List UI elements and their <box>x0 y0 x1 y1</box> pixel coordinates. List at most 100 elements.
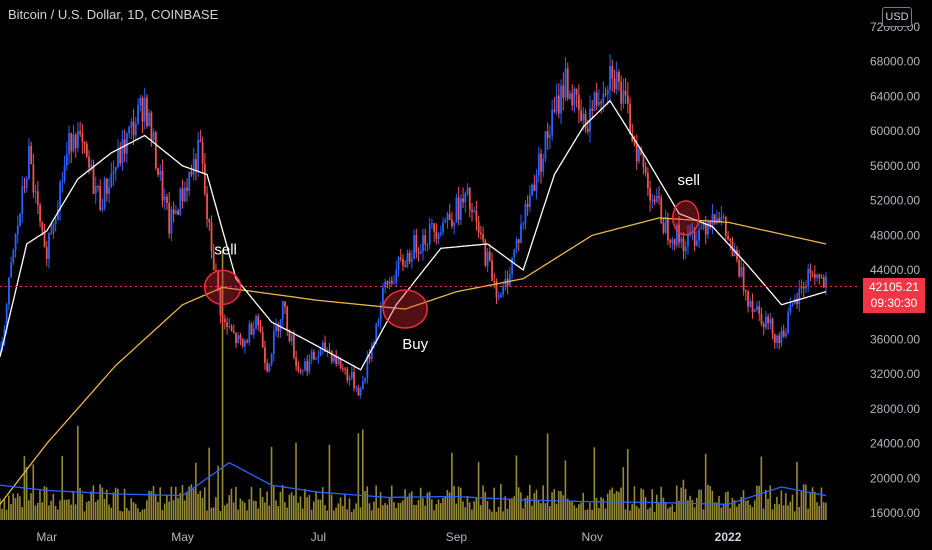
currency-button[interactable]: USD <box>882 7 912 27</box>
candle-up <box>21 186 24 214</box>
candle-down <box>208 219 211 223</box>
volume-bar <box>484 491 487 520</box>
volume-bar <box>14 498 17 520</box>
candle-down <box>297 365 300 371</box>
volume-bar <box>319 499 322 520</box>
volume-bar <box>117 488 119 520</box>
candle-down <box>631 134 634 142</box>
volume-bar <box>110 507 113 520</box>
candle-up <box>139 97 142 106</box>
candle-down <box>729 239 732 242</box>
y-tick-label: 32000.00 <box>870 367 920 381</box>
candle-up <box>426 244 429 246</box>
volume-bar <box>660 486 662 520</box>
candle-down <box>633 141 636 145</box>
candle-down <box>43 230 46 247</box>
volume-bar <box>642 489 645 520</box>
volume-bar <box>486 500 489 520</box>
volume-bar <box>448 492 451 520</box>
candle-up <box>128 127 131 134</box>
candle-up <box>508 274 511 286</box>
x-tick-label: Nov <box>582 530 603 544</box>
volume-bar <box>130 498 133 520</box>
volume-bar <box>36 502 39 520</box>
candle-up <box>101 207 104 210</box>
candle-down <box>495 281 498 298</box>
volume-bar <box>713 502 716 520</box>
candle-up <box>377 320 380 324</box>
y-tick-label: 48000.00 <box>870 228 920 242</box>
volume-bar <box>379 492 382 520</box>
volume-bar <box>749 504 752 520</box>
volume-bar <box>341 505 344 520</box>
candle-up <box>798 288 801 305</box>
volume-bar <box>598 507 600 520</box>
candle-up <box>77 131 79 149</box>
candle-up <box>753 309 756 313</box>
volume-bar <box>8 495 10 520</box>
volume-bar <box>820 487 823 520</box>
candle-up <box>439 232 442 235</box>
volume-bar <box>595 497 598 520</box>
volume-bar <box>183 500 186 520</box>
candle-up <box>698 229 700 241</box>
candle-up <box>179 188 182 215</box>
volume-bar <box>141 509 144 520</box>
volume-bar <box>261 496 264 520</box>
candle-down <box>709 221 712 228</box>
candle-down <box>399 257 402 260</box>
volume-bar <box>586 509 589 520</box>
volume-bar <box>163 503 166 520</box>
volume-bar <box>606 493 609 520</box>
volume-bar <box>408 493 411 520</box>
volume-bar <box>45 487 48 520</box>
volume-bar <box>99 484 101 520</box>
candle-down <box>212 251 215 271</box>
volume-bar <box>290 492 293 520</box>
volume-bar <box>272 485 275 520</box>
candle-up <box>651 199 654 201</box>
volume-bar <box>780 490 783 520</box>
candle-down <box>484 240 487 266</box>
volume-bar <box>764 489 767 520</box>
volume-bar <box>700 489 703 520</box>
candle-down <box>673 239 676 246</box>
volume-bar <box>166 495 168 520</box>
volume-bar <box>250 486 253 520</box>
candle-down <box>266 362 269 372</box>
candle-up <box>564 68 567 98</box>
volume-bar <box>297 502 300 520</box>
volume-bar <box>226 503 228 520</box>
candle-up <box>61 180 64 183</box>
volume-bar <box>515 455 518 520</box>
time-axis: Mar May Jul Sep Nov 2022 <box>36 530 741 544</box>
candle-up <box>143 97 146 122</box>
volume-bar <box>555 503 558 520</box>
volume-bar <box>5 509 8 520</box>
candle-down <box>653 199 656 202</box>
candle-down <box>809 268 812 274</box>
volume-bar <box>277 506 280 520</box>
candle-down <box>604 93 607 95</box>
volume-bar <box>773 503 776 520</box>
annotation-circle <box>203 269 242 306</box>
candle-up <box>406 252 409 267</box>
volume-bar <box>813 491 816 520</box>
candle-up <box>464 193 467 203</box>
candle-down <box>415 235 418 253</box>
volume-bar <box>72 491 75 520</box>
volume-bar <box>417 499 420 520</box>
volume-bar <box>546 433 549 520</box>
candle-up <box>684 246 687 252</box>
volume-bar <box>504 496 507 520</box>
volume-bar <box>531 505 533 520</box>
candle-up <box>228 326 231 328</box>
volume-bar <box>731 497 734 520</box>
volume-bar <box>190 484 193 520</box>
volume-bar <box>517 487 520 520</box>
candle-up <box>764 316 767 328</box>
volume-bar <box>326 510 328 520</box>
candle-up <box>689 232 692 234</box>
candle-down <box>201 141 204 164</box>
